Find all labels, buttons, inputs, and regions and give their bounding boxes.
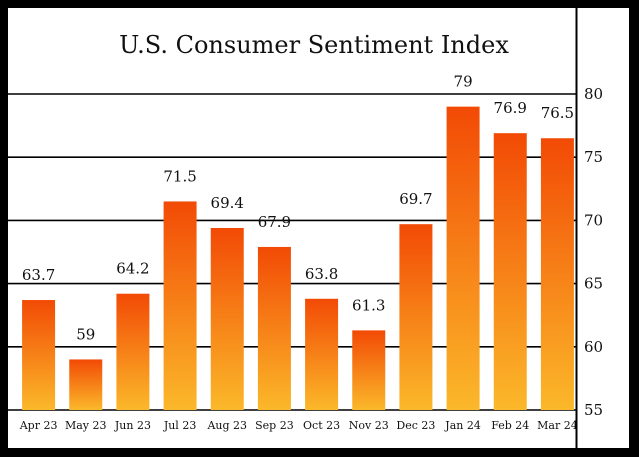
category-label: Oct 23: [303, 419, 340, 432]
bar: [210, 227, 244, 410]
value-label: 63.7: [22, 266, 55, 284]
bar: [446, 106, 480, 410]
bars: [22, 106, 574, 411]
bar: [163, 201, 197, 410]
y-tick-label: 55: [584, 401, 603, 419]
category-labels: Apr 23 May 23 Jun 23 Jul 23 Aug 23 Sep 23 Oct …: [19, 419, 578, 432]
category-label: Mar 24: [537, 419, 578, 432]
bar: [540, 138, 574, 411]
category-label: Aug 23: [206, 419, 247, 432]
value-label: 63.8: [305, 265, 338, 283]
value-label: 79: [454, 73, 473, 91]
value-labels: 63.7 59 64.2 71.5 69.4 67.9 63.8 61.3 69.7 79 76.9…: [22, 73, 574, 344]
category-label: Jun 23: [114, 419, 151, 432]
y-tick-label: 60: [584, 338, 603, 356]
category-label: Sep 23: [255, 419, 294, 432]
bar: [69, 359, 103, 410]
chart-title: U.S. Consumer Sentiment Index: [119, 31, 509, 59]
value-label: 61.3: [352, 296, 385, 314]
gridlines: [8, 93, 576, 411]
bar: [493, 133, 527, 410]
category-label: Nov 23: [349, 419, 389, 432]
bar: [399, 224, 433, 410]
bar: [305, 298, 339, 410]
y-tick-label: 70: [584, 211, 603, 229]
category-label: Dec 23: [396, 419, 435, 432]
bar: [352, 330, 386, 410]
value-label: 59: [76, 325, 95, 343]
category-label: Jul 23: [163, 419, 197, 432]
y-tick-label: 65: [584, 275, 603, 293]
bar: [257, 246, 291, 410]
value-label: 76.5: [541, 104, 574, 122]
value-label: 64.2: [116, 260, 149, 278]
value-label: 71.5: [163, 167, 196, 185]
y-tick-label: 80: [584, 85, 603, 103]
value-label: 67.9: [258, 213, 291, 231]
category-label: Jan 24: [444, 419, 481, 432]
value-label: 76.9: [494, 99, 527, 117]
value-label: 69.7: [399, 190, 432, 208]
y-tick-labels: 55 60 65 70 75 80: [584, 85, 603, 419]
bar: [22, 300, 56, 410]
value-label: 69.4: [211, 194, 244, 212]
category-label: Apr 23: [19, 419, 58, 432]
bar: [116, 293, 150, 410]
category-label: May 23: [65, 419, 107, 432]
y-tick-label: 75: [584, 148, 603, 166]
category-label: Feb 24: [491, 419, 529, 432]
